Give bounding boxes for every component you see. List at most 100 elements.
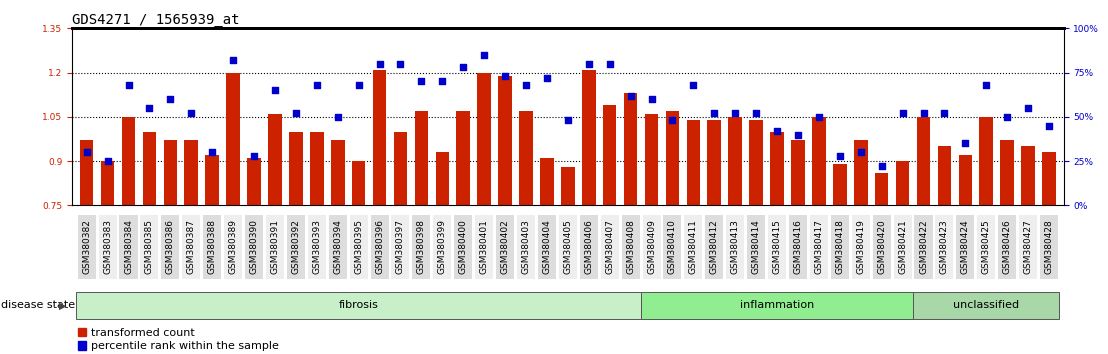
Point (579, 61, 597, 67)
Text: GSM380426: GSM380426 (1003, 219, 1012, 274)
Point (517, 82, 535, 88)
Text: unclassified: unclassified (953, 300, 1019, 310)
Text: GSM380399: GSM380399 (438, 219, 447, 274)
Text: GSM380420: GSM380420 (878, 219, 886, 274)
Text: GSM380402: GSM380402 (501, 219, 510, 274)
Point (475, 52, 493, 58)
Text: GDS4271 / 1565939_at: GDS4271 / 1565939_at (72, 13, 239, 27)
Point (329, 114, 347, 120)
Text: GSM380397: GSM380397 (396, 219, 406, 274)
Bar (1001, 141, 1014, 205)
Point (789, 132, 807, 137)
Bar (289, 132, 302, 205)
Bar (895, 161, 910, 205)
Bar (913, 292, 1059, 319)
Bar (478, 73, 491, 205)
Bar (1043, 152, 1056, 205)
Point (831, 153, 849, 159)
Bar (122, 117, 135, 205)
Text: disease state: disease state (1, 300, 75, 310)
Bar (164, 141, 177, 205)
Point (706, 110, 724, 116)
Text: GSM380384: GSM380384 (124, 219, 133, 274)
Point (224, 57, 242, 63)
Bar (414, 111, 428, 205)
Bar (603, 105, 616, 205)
Text: GSM380387: GSM380387 (187, 219, 196, 274)
Text: GSM380419: GSM380419 (856, 219, 865, 274)
Point (454, 64, 472, 70)
Bar (143, 132, 156, 205)
Bar (1022, 146, 1035, 205)
Bar (833, 164, 847, 205)
Bar (561, 167, 575, 205)
Bar (540, 158, 554, 205)
Bar (435, 152, 449, 205)
Bar (624, 93, 637, 205)
Text: GSM380413: GSM380413 (730, 219, 740, 274)
Bar (812, 117, 825, 205)
Point (685, 82, 702, 88)
Text: GSM380393: GSM380393 (312, 219, 321, 274)
Bar (749, 120, 763, 205)
Legend: transformed count, percentile rank within the sample: transformed count, percentile rank withi… (78, 328, 279, 351)
Bar (205, 155, 219, 205)
Text: GSM380408: GSM380408 (626, 219, 635, 274)
Point (433, 79, 451, 84)
Point (120, 82, 137, 88)
Text: GSM380400: GSM380400 (459, 219, 468, 274)
Text: GSM380412: GSM380412 (710, 219, 719, 274)
Text: GSM380421: GSM380421 (899, 219, 907, 274)
Point (977, 82, 995, 88)
Text: GSM380407: GSM380407 (605, 219, 614, 274)
Point (998, 114, 1016, 120)
Bar (268, 114, 281, 205)
Text: GSM380394: GSM380394 (334, 219, 342, 274)
Text: GSM380422: GSM380422 (919, 219, 929, 274)
Point (1040, 123, 1058, 129)
Point (747, 110, 765, 116)
Text: GSM380382: GSM380382 (82, 219, 91, 274)
Bar (499, 75, 512, 205)
Bar (916, 117, 931, 205)
Text: GSM380423: GSM380423 (940, 219, 948, 274)
Text: GSM380414: GSM380414 (751, 219, 760, 274)
Bar (770, 132, 783, 205)
Point (371, 61, 389, 67)
Point (664, 118, 681, 123)
Bar (728, 117, 742, 205)
Text: GSM380391: GSM380391 (270, 219, 279, 274)
Point (810, 114, 828, 120)
Point (538, 75, 556, 81)
Point (350, 82, 368, 88)
Bar (854, 141, 868, 205)
Text: GSM380416: GSM380416 (793, 219, 802, 274)
Point (162, 96, 179, 102)
Point (266, 87, 284, 93)
Point (78, 149, 95, 155)
Bar (875, 173, 889, 205)
Point (183, 110, 201, 116)
Text: GSM380406: GSM380406 (584, 219, 593, 274)
Bar (708, 120, 721, 205)
Point (245, 153, 263, 159)
Point (894, 110, 912, 116)
Text: GSM380418: GSM380418 (835, 219, 844, 274)
Point (391, 61, 409, 67)
Text: GSM380410: GSM380410 (668, 219, 677, 274)
Text: GSM380415: GSM380415 (772, 219, 781, 274)
Text: GSM380388: GSM380388 (207, 219, 217, 274)
Point (768, 128, 786, 134)
Point (287, 110, 305, 116)
Bar (687, 120, 700, 205)
Bar (76, 292, 642, 319)
Bar (456, 111, 470, 205)
Bar (666, 111, 679, 205)
Bar (937, 146, 952, 205)
Point (308, 82, 326, 88)
Text: GSM380383: GSM380383 (103, 219, 112, 274)
Bar (352, 161, 366, 205)
Bar (582, 70, 596, 205)
Point (204, 149, 222, 155)
Point (622, 93, 639, 98)
